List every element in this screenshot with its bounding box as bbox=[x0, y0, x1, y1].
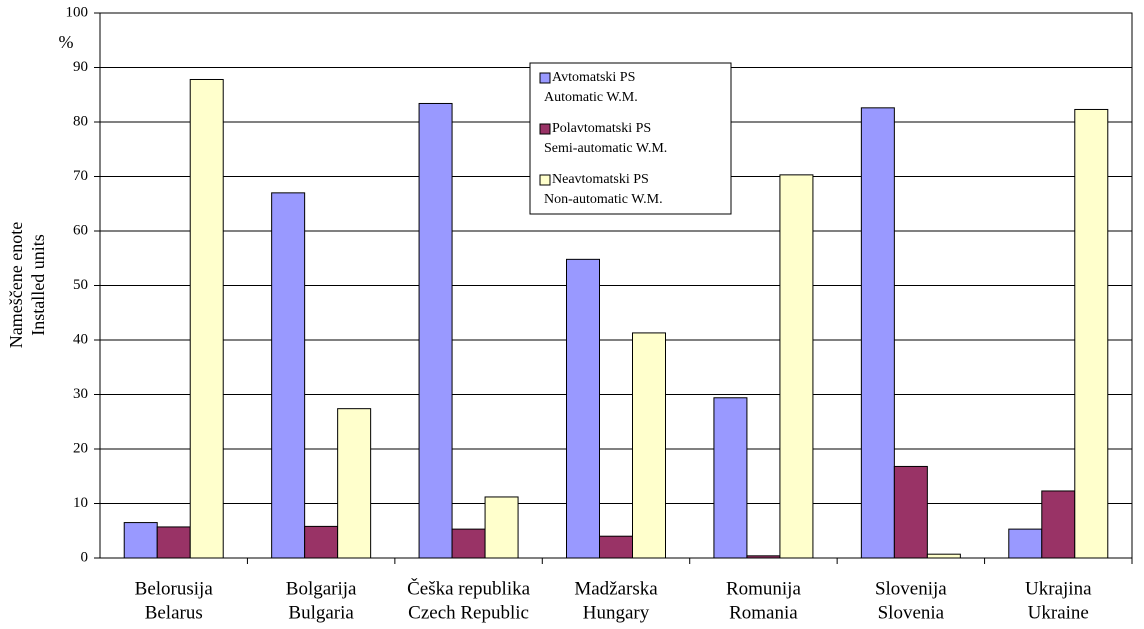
x-tick-label: Madžarska bbox=[574, 578, 658, 599]
y-tick-label: 0 bbox=[81, 549, 89, 565]
y-tick-label: 30 bbox=[73, 386, 88, 402]
x-tick-label: Ukrajina bbox=[1025, 578, 1092, 599]
x-tick-label: Romania bbox=[729, 602, 798, 623]
x-tick-label: Češka republika bbox=[407, 577, 531, 599]
y-tick-label: 80 bbox=[73, 113, 88, 129]
x-tick-label: Belarus bbox=[145, 602, 203, 623]
bar bbox=[599, 535, 633, 559]
x-tick-label: Slovenia bbox=[878, 602, 945, 623]
bar bbox=[484, 496, 519, 559]
bar bbox=[713, 397, 748, 559]
y-tick-label: 40 bbox=[73, 331, 88, 347]
legend-label: Polavtomatski PS bbox=[552, 121, 651, 136]
legend-label: Non-automatic W.M. bbox=[544, 192, 663, 207]
y-tick-label: 100 bbox=[66, 4, 89, 20]
y-tick-label: 90 bbox=[73, 59, 88, 75]
bar bbox=[451, 528, 486, 559]
y-tick-label: 60 bbox=[73, 222, 88, 238]
y-axis-label: Nameščene enote Installed units bbox=[6, 222, 48, 348]
bar bbox=[337, 408, 372, 559]
bar bbox=[632, 332, 666, 559]
legend-label: Automatic W.M. bbox=[544, 90, 638, 105]
bar bbox=[566, 258, 600, 559]
x-tick-label: Hungary bbox=[583, 602, 650, 623]
y-tick-label: 70 bbox=[73, 168, 88, 184]
bar bbox=[1041, 490, 1076, 559]
bar bbox=[189, 78, 224, 559]
bar bbox=[893, 465, 928, 559]
bar bbox=[860, 107, 895, 559]
legend-label: Semi-automatic W.M. bbox=[544, 141, 667, 156]
legend-swatch bbox=[539, 174, 551, 186]
x-tick-label: Czech Republic bbox=[408, 602, 529, 623]
y-tick-label: 10 bbox=[73, 495, 88, 511]
bar bbox=[926, 553, 961, 559]
bar bbox=[156, 526, 191, 559]
bar bbox=[1074, 108, 1109, 559]
legend-swatch bbox=[539, 123, 551, 135]
legend-label: Neavtomatski PS bbox=[552, 172, 649, 187]
bar bbox=[1008, 528, 1043, 559]
y-tick-label: 50 bbox=[73, 277, 88, 293]
unit-label: % bbox=[59, 32, 74, 52]
x-tick-label: Bolgarija bbox=[286, 578, 357, 599]
bar bbox=[779, 174, 814, 559]
x-tick-label: Belorusija bbox=[135, 578, 214, 599]
y-tick-label: 20 bbox=[73, 440, 88, 456]
x-tick-label: Ukraine bbox=[1028, 602, 1089, 623]
bar bbox=[271, 192, 306, 559]
y-axis-label-line: Nameščene enote bbox=[6, 222, 26, 348]
bar bbox=[418, 102, 453, 559]
bar bbox=[304, 525, 339, 559]
legend-swatch bbox=[539, 72, 551, 84]
x-tick-label: Slovenija bbox=[875, 578, 947, 599]
legend bbox=[529, 62, 732, 215]
x-tick-label: Romunija bbox=[726, 578, 802, 599]
y-axis-label-line: Installed units bbox=[28, 234, 48, 336]
x-tick-label: Bulgaria bbox=[288, 602, 354, 623]
legend-label: Avtomatski PS bbox=[552, 70, 635, 85]
bar bbox=[123, 522, 158, 559]
